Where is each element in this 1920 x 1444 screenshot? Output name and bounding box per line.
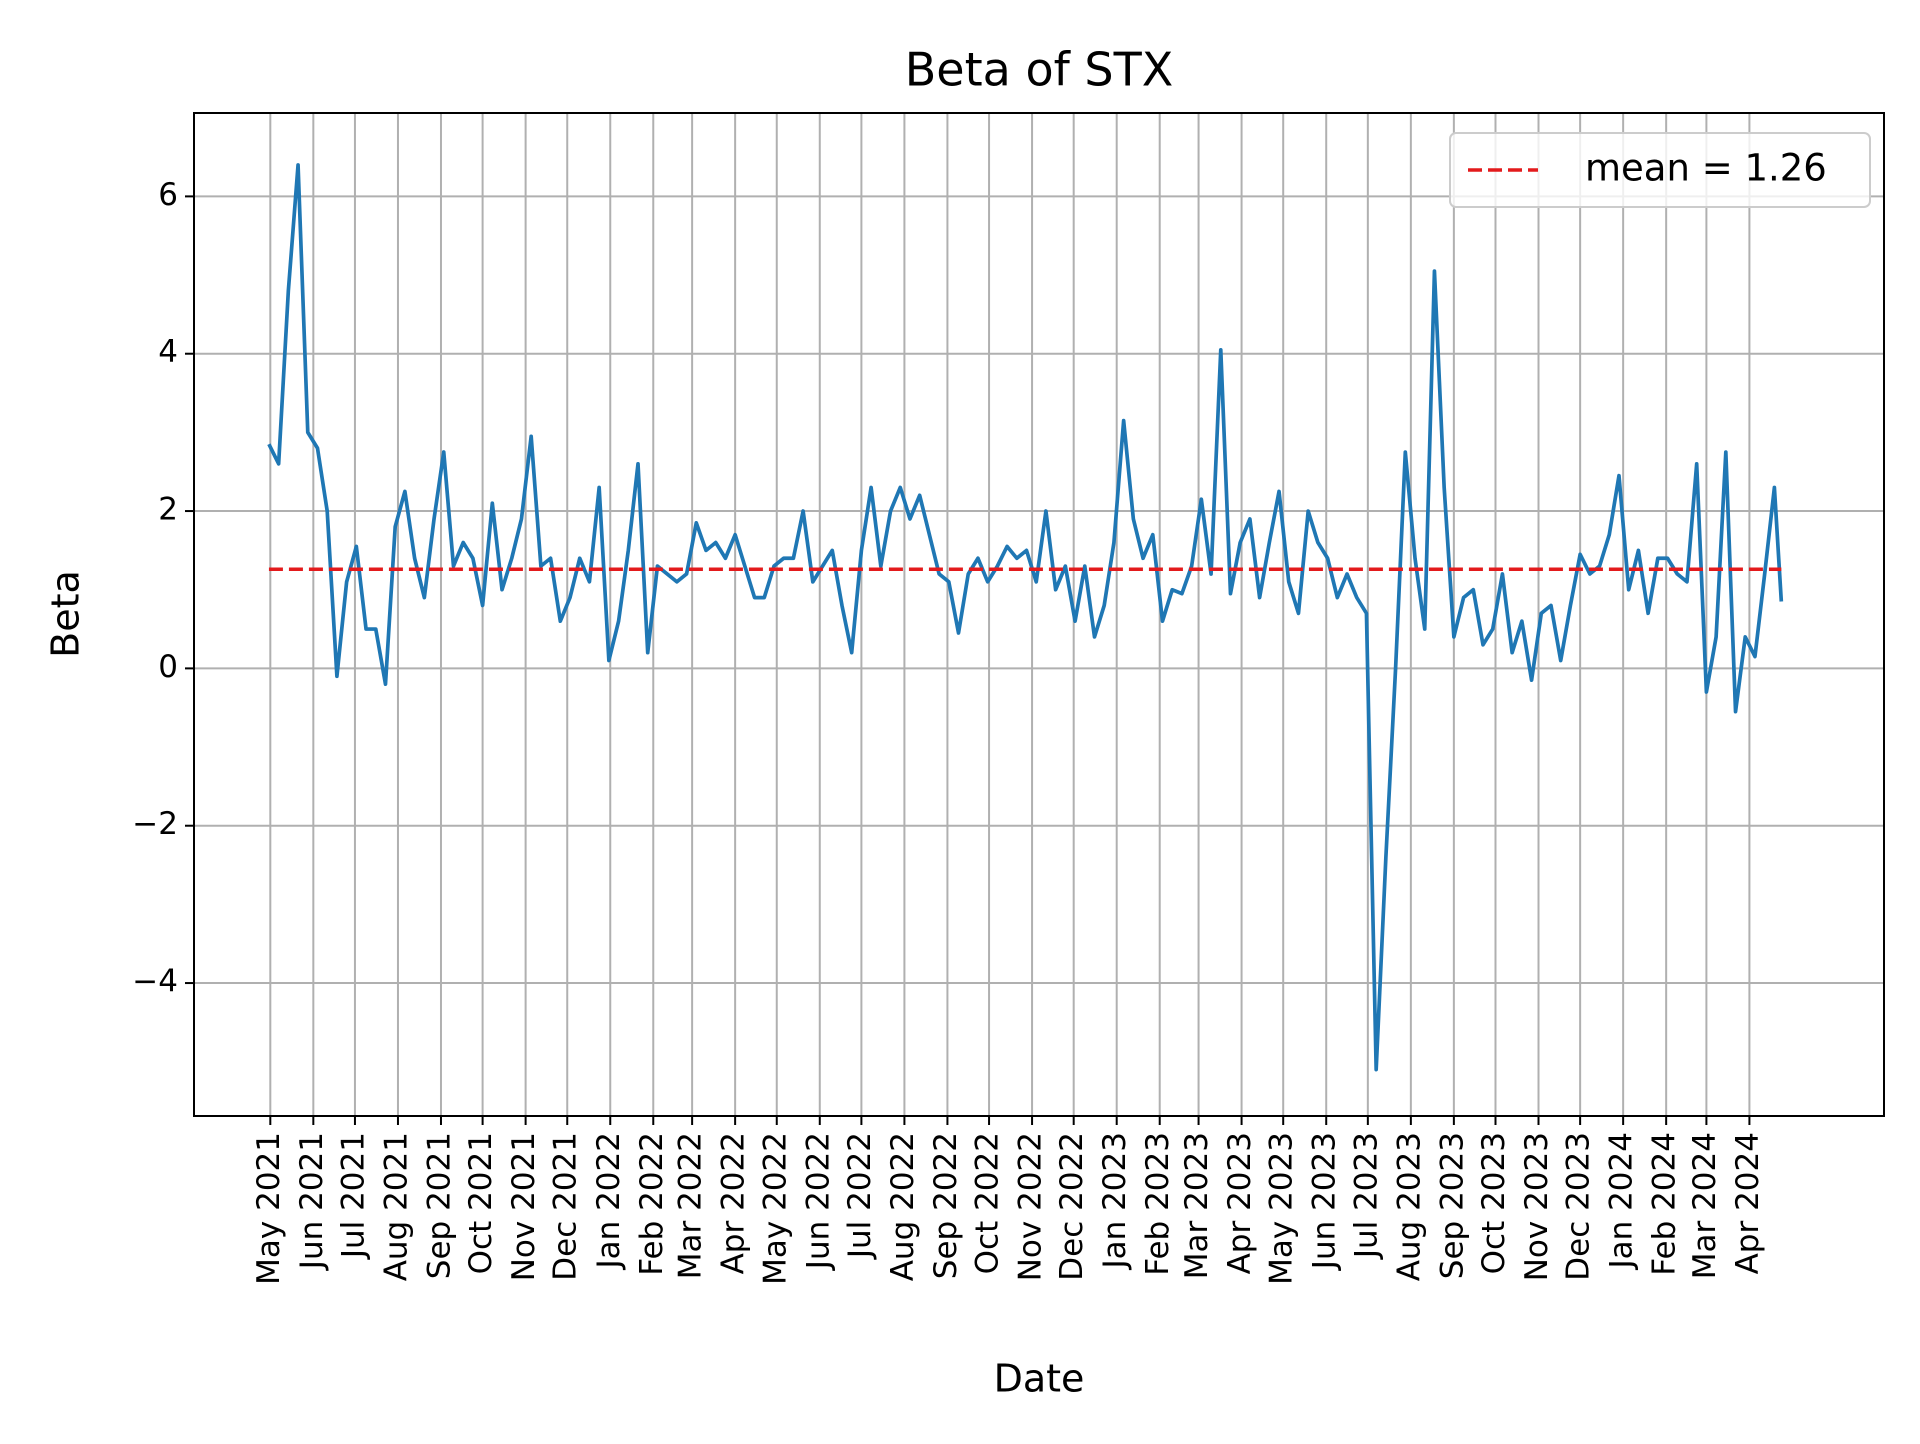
y-axis-label: Beta xyxy=(44,570,88,658)
x-tick-label: Nov 2021 xyxy=(506,1132,542,1281)
x-tick-label: Oct 2021 xyxy=(463,1132,499,1274)
x-tick-label: May 2022 xyxy=(757,1132,793,1285)
x-tick-label: Aug 2022 xyxy=(885,1132,921,1281)
x-tick-label: Sep 2021 xyxy=(421,1132,457,1279)
x-tick-label: Nov 2023 xyxy=(1519,1132,1555,1281)
x-tick-label: Apr 2024 xyxy=(1730,1132,1766,1274)
x-tick-label: Jun 2021 xyxy=(294,1132,330,1271)
chart-title: Beta of STX xyxy=(905,43,1173,97)
y-tick-label: 0 xyxy=(158,649,178,685)
plot-frame xyxy=(193,112,1885,1117)
y-tick-label: 2 xyxy=(158,492,178,528)
x-tick-label: Dec 2023 xyxy=(1561,1132,1597,1281)
x-tick-label: Dec 2021 xyxy=(548,1132,584,1281)
x-tick-label: Mar 2024 xyxy=(1687,1132,1723,1279)
x-tick-label: Sep 2023 xyxy=(1434,1132,1470,1279)
x-tick-label: Jul 2023 xyxy=(1348,1132,1384,1260)
x-tick-label: Apr 2022 xyxy=(716,1132,752,1274)
data-line xyxy=(267,163,1784,1072)
y-tick-label: −2 xyxy=(132,806,178,842)
x-tick-label: Mar 2023 xyxy=(1179,1132,1215,1279)
x-tick-label: Aug 2023 xyxy=(1391,1132,1427,1281)
x-tick-label: Dec 2022 xyxy=(1054,1132,1090,1281)
x-tick-label: Mar 2022 xyxy=(673,1132,709,1279)
y-tick-label: 4 xyxy=(158,334,178,370)
x-tick-label: Apr 2023 xyxy=(1222,1132,1258,1274)
x-tick-label: Jun 2023 xyxy=(1307,1132,1343,1271)
x-tick-label: Nov 2022 xyxy=(1013,1132,1049,1281)
y-tick-label: −4 xyxy=(132,964,178,1000)
legend-label: mean = 1.26 xyxy=(1585,147,1827,190)
x-tick-label: Jun 2022 xyxy=(800,1132,836,1271)
x-tick-label: Feb 2024 xyxy=(1647,1132,1683,1276)
legend-box xyxy=(1449,132,1871,208)
x-tick-label: Sep 2022 xyxy=(928,1132,964,1279)
x-tick-label: Oct 2022 xyxy=(970,1132,1006,1274)
x-tick-label: Feb 2022 xyxy=(634,1132,670,1276)
x-tick-label: May 2023 xyxy=(1264,1132,1300,1285)
x-tick-label: Jul 2022 xyxy=(842,1132,878,1260)
x-tick-label: Oct 2023 xyxy=(1476,1132,1512,1274)
y-tick-label: 6 xyxy=(158,177,178,213)
x-tick-label: Jan 2022 xyxy=(591,1132,627,1271)
x-tick-label: Aug 2021 xyxy=(378,1132,414,1281)
x-tick-label: Jul 2021 xyxy=(335,1132,371,1260)
x-tick-label: Jan 2023 xyxy=(1097,1132,1133,1271)
x-tick-label: May 2021 xyxy=(251,1132,287,1285)
x-tick-label: Jan 2024 xyxy=(1604,1132,1640,1271)
x-tick-label: Feb 2023 xyxy=(1140,1132,1176,1276)
x-axis-label: Date xyxy=(994,1357,1085,1401)
